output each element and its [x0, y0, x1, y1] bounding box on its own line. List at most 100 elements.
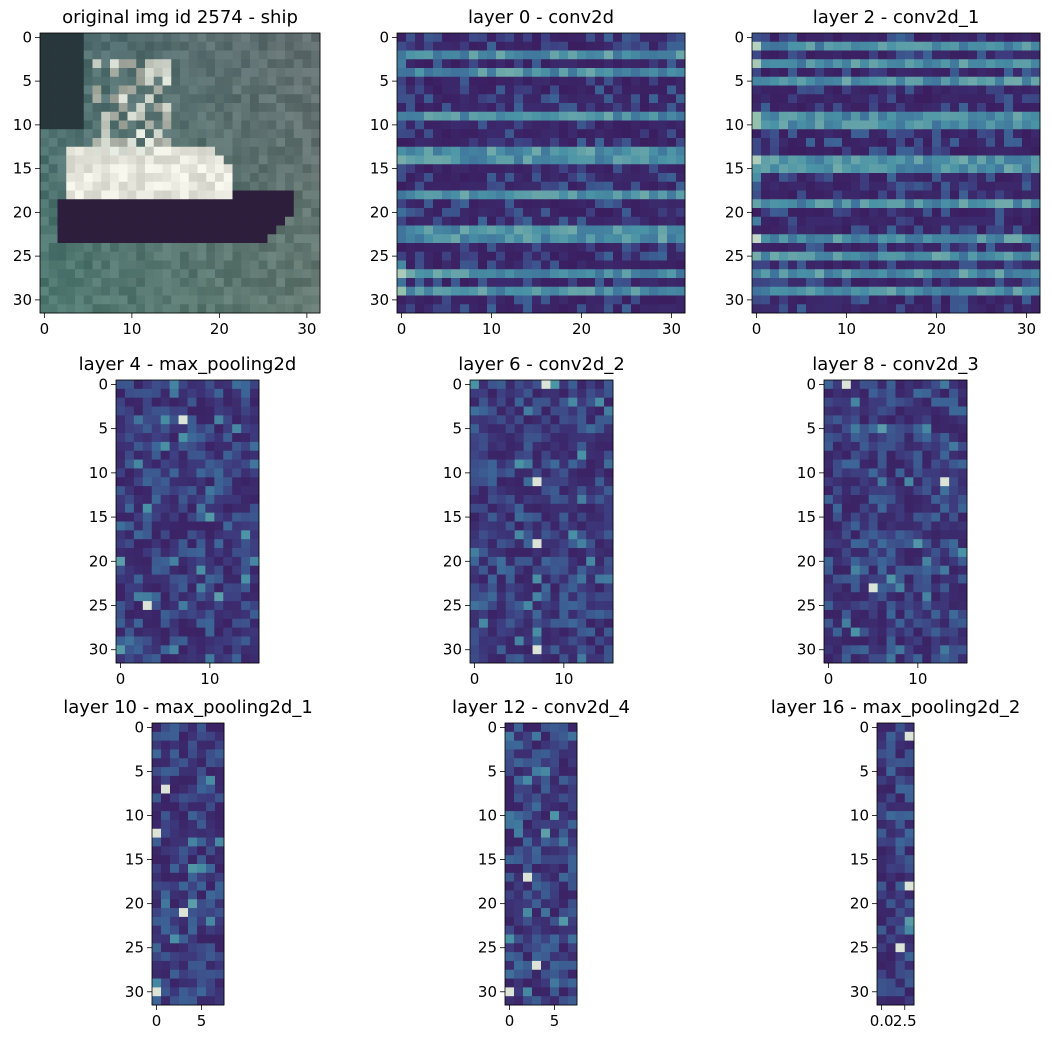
heatmap-cell — [169, 521, 179, 531]
heatmap-cell — [178, 539, 188, 549]
heatmap-cell — [877, 450, 887, 460]
heatmap-cell — [532, 120, 542, 130]
heatmap-cell — [878, 33, 888, 43]
heatmap-cell — [868, 503, 879, 514]
heatmap-cell — [406, 269, 416, 279]
heatmap-cell — [142, 556, 153, 567]
heatmap-cell — [293, 243, 303, 253]
heatmap-cell — [285, 59, 295, 69]
heatmap-cell — [868, 477, 879, 487]
heatmap-cell — [824, 574, 834, 584]
heatmap-cell — [523, 111, 533, 121]
heatmap-cell — [541, 459, 551, 469]
heatmap-cell — [752, 295, 762, 305]
heatmap-cell — [241, 565, 251, 575]
heatmap-cell — [101, 146, 111, 156]
heatmap-cell — [595, 181, 605, 191]
heatmap-cell — [788, 269, 798, 279]
heatmap-cell — [931, 556, 941, 567]
heatmap-cell — [968, 68, 978, 78]
heatmap-cell — [931, 450, 941, 460]
heatmap-cell — [258, 111, 268, 121]
heatmap-cell — [770, 138, 780, 148]
heatmap-cell — [311, 173, 321, 183]
heatmap-cell — [258, 243, 268, 253]
heatmap-cell — [83, 111, 93, 121]
heatmap-cell — [815, 68, 825, 78]
heatmap-cell — [215, 908, 225, 918]
heatmap-cell — [869, 181, 879, 191]
heatmap-cell — [878, 76, 888, 86]
heatmap-cell — [57, 173, 67, 183]
heatmap-cell — [1013, 304, 1023, 314]
heatmap-cell — [658, 173, 668, 183]
heatmap-cell — [568, 406, 578, 416]
heatmap-cell — [267, 164, 277, 174]
heatmap-cell — [124, 618, 135, 629]
heatmap-cell — [806, 33, 816, 43]
heatmap-cell — [886, 539, 896, 549]
heatmap-cell — [895, 433, 905, 443]
heatmap-cell — [250, 601, 260, 611]
heatmap-cell — [1031, 234, 1041, 244]
heatmap-cell — [232, 129, 242, 139]
heatmap-cell — [152, 793, 162, 803]
heatmap-cell — [442, 120, 452, 130]
heatmap-cell — [577, 269, 587, 279]
heatmap-cell — [215, 76, 225, 86]
heatmap-cell — [932, 199, 942, 209]
heatmap-cell — [258, 234, 268, 244]
heatmap-cell — [188, 146, 198, 156]
heatmap-cell — [469, 251, 479, 261]
heatmap-cell — [48, 286, 58, 296]
heatmap-cell — [302, 146, 312, 156]
heatmap-cell — [151, 388, 162, 399]
heatmap-cell — [397, 181, 407, 191]
heatmap-cell — [293, 295, 303, 305]
heatmap-cell — [214, 406, 224, 416]
heatmap-cell — [187, 574, 197, 584]
heatmap-cell — [1004, 243, 1014, 253]
heatmap-cell — [613, 173, 623, 183]
heatmap-cell — [442, 111, 452, 121]
heatmap-cell — [905, 295, 915, 305]
heatmap-cell — [541, 234, 551, 244]
heatmap-cell — [487, 234, 497, 244]
heatmap-cell — [276, 260, 286, 270]
heatmap-cell — [842, 243, 852, 253]
heatmap-cell — [1022, 76, 1032, 86]
heatmap-cell — [188, 216, 198, 226]
heatmap-cell — [302, 68, 312, 78]
heatmap-cell — [142, 380, 153, 390]
heatmap-cell — [205, 548, 215, 558]
heatmap-cell — [92, 304, 102, 314]
heatmap-cell — [895, 601, 905, 611]
heatmap-cell — [523, 530, 533, 540]
heatmap-cell — [214, 468, 224, 478]
heatmap-cell — [178, 433, 188, 443]
heatmap-cell — [206, 784, 216, 794]
heatmap-cell — [586, 618, 596, 629]
heatmap-cell — [470, 415, 480, 425]
heatmap-cell — [950, 278, 960, 288]
heatmap-cell — [83, 295, 93, 305]
heatmap-cell — [470, 477, 480, 487]
heatmap-cell — [833, 111, 843, 121]
heatmap-cell — [232, 539, 242, 549]
heatmap-cell — [676, 59, 686, 69]
heatmap-cell — [923, 146, 933, 156]
heatmap-cell — [487, 494, 498, 505]
heatmap-cell — [415, 120, 425, 130]
heatmap-cell — [302, 243, 312, 253]
heatmap-cell — [676, 251, 686, 261]
heatmap-cell — [250, 415, 260, 425]
heatmap-cell — [752, 190, 762, 200]
heatmap-cell — [145, 146, 155, 156]
heatmap-cell — [523, 503, 533, 514]
heatmap-cell — [258, 129, 268, 139]
heatmap-cell — [667, 181, 677, 191]
heatmap-cell — [145, 199, 155, 209]
heatmap-cell — [187, 565, 197, 575]
heatmap-cell — [302, 76, 312, 86]
heatmap-cell — [842, 251, 852, 261]
